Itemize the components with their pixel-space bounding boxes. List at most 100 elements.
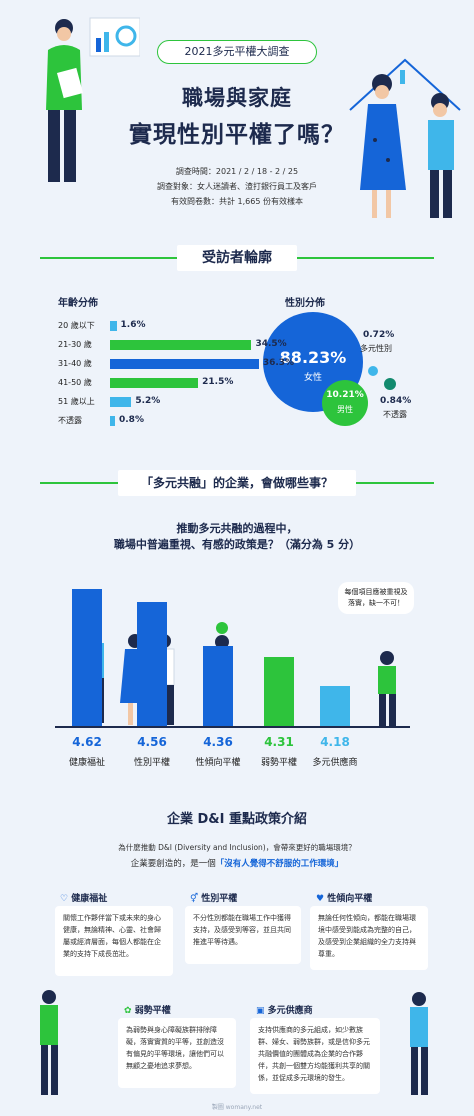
age-category-label: 31-40 歲 — [58, 359, 92, 368]
card-text: 為弱勢與身心障礙族群排除障礙，落實實質的平等，並創造沒有偏見的平等環境，讓他們可… — [126, 1026, 224, 1070]
card-title-gender: ⚥ 性別平權 — [190, 891, 237, 904]
age-category-label: 20 歲以下 — [58, 321, 95, 330]
male-value: 10.21% — [326, 390, 364, 400]
age-row: 51 歲以上 5.2% — [58, 396, 288, 408]
person-figure — [402, 990, 436, 1098]
undisclosed-value: 0.84% — [380, 396, 412, 406]
age-row: 41-50 歲 21.5% — [58, 377, 288, 389]
policy-card-gender: 不分性別都能在職場工作中獲得支持，及感受到等容，並且共同推進平等待遇。 — [185, 906, 301, 964]
card-title-orientation: ♥ 性傾向平權 — [316, 891, 372, 904]
header-figure-right — [340, 40, 470, 225]
heart-icon: ♡ — [60, 894, 69, 904]
card-title-text: 弱勢平權 — [134, 1006, 171, 1016]
policy-card-supplier: 支持供應商的多元組成，如少數族群、婦女、弱勢族群，或是信仰多元共融價值的團體成為… — [250, 1018, 380, 1094]
card-text: 無論任何性傾向，都能在職場環境中感受到能成為完整的自己，及感受到企業組織的全力支… — [318, 914, 416, 958]
policy-chart-baseline — [55, 726, 410, 728]
gender-nonbinary-dot — [368, 366, 378, 376]
survey-badge: 2021多元平權大調查 — [157, 40, 317, 64]
policy-bar — [72, 588, 102, 726]
gender-undisclosed-dot — [384, 378, 396, 390]
female-value: 88.23% — [279, 348, 347, 367]
speech-bubble: 每個項目應被重視及落實，缺一不可！ — [338, 582, 414, 614]
policy-bar-value: 4.56 — [137, 735, 167, 749]
age-bar — [110, 397, 132, 407]
flower-icon: ✿ — [124, 1006, 132, 1016]
policy-bar-value: 4.31 — [264, 735, 294, 749]
age-row: 21-30 歲 34.5% — [58, 339, 288, 351]
age-value-label: 34.5% — [255, 339, 287, 349]
policy-bar-value: 4.62 — [72, 735, 102, 749]
policy-question-line1: 推動多元共融的過程中， — [176, 522, 298, 535]
age-bar — [110, 378, 199, 388]
policy-bar — [320, 686, 350, 726]
survey-target: 調查對象：女人迷讀者、渣打銀行員工及客戶 — [157, 182, 317, 191]
age-value-label: 21.5% — [202, 377, 234, 387]
card-title-text: 性別平權 — [201, 894, 238, 904]
policy-bar-label: 健康福祉 — [68, 758, 105, 768]
policy-card-orientation: 無論任何性傾向，都能在職場環境中感受到能成為完整的自己，及感受到企業組織的全力支… — [310, 906, 428, 970]
age-bar — [110, 359, 259, 369]
gender-male-bubble: 10.21% 男性 — [322, 380, 368, 426]
gender-icon: ⚥ — [190, 894, 199, 904]
policy-bar-value: 4.36 — [203, 735, 233, 749]
profile-heading: 受訪者輪廓 — [177, 245, 297, 271]
policy-bar — [264, 657, 294, 726]
survey-sample: 有效問卷數：共計 1,665 份有效樣本 — [171, 197, 303, 206]
age-row: 20 歲以下 1.6% — [58, 320, 288, 332]
age-value-label: 1.6% — [120, 320, 146, 330]
age-value-label: 36.3% — [262, 358, 295, 368]
gender-chart-title: 性別分佈 — [285, 298, 325, 309]
age-row: 31-40 歲 36.3% — [58, 358, 294, 370]
age-row: 不透露 0.8% — [58, 415, 288, 427]
policy-bar-value: 4.18 — [320, 735, 350, 749]
policy-card-health: 關懷工作夥伴當下或未來的身心健康，無論精神、心靈、社會歸屬或經濟層面，每個人都能… — [55, 906, 173, 976]
policy-bar-label: 弱勢平權 — [260, 758, 297, 768]
card-title-disadvantaged: ✿ 弱勢平權 — [124, 1003, 171, 1016]
age-category-label: 不透露 — [58, 416, 82, 425]
card-title-text: 健康福祉 — [71, 894, 108, 904]
page-title-line2: 實現性別平權了嗎？ — [0, 115, 474, 149]
policy-card-disadvantaged: 為弱勢與身心障礙族群排除障礙，落實實質的平等，並創造沒有偏見的平等環境，讓他們可… — [118, 1018, 236, 1088]
age-bar — [110, 340, 252, 350]
policy-bar-label: 性別平權 — [133, 758, 170, 768]
intro-line2-highlight: 「沒有人覺得不舒服的工作環境」 — [215, 859, 344, 869]
age-category-label: 51 歲以上 — [58, 397, 95, 406]
age-value-label: 5.2% — [135, 396, 161, 406]
page-title-line1: 職場與家庭 — [182, 86, 292, 110]
policy-bar — [203, 646, 233, 726]
age-value-label: 0.8% — [119, 415, 144, 425]
policy-heading: 「多元共融」的企業，會做哪些事？ — [118, 470, 356, 496]
policy-question-line2: 職場中普遍重視、有感的政策是？（滿分為 5 分） — [113, 538, 361, 551]
card-title-text: 性傾向平權 — [327, 894, 373, 904]
intro-heading: 企業 D&I 重點政策介紹 — [166, 812, 308, 827]
female-label: 女性 — [303, 373, 322, 383]
card-title-health: ♡ 健康福祉 — [60, 891, 107, 904]
heart-outline-icon: ♥ — [316, 894, 325, 904]
card-text: 不分性別都能在職場工作中獲得支持，及感受到等容，並且共同推進平等待遇。 — [193, 914, 291, 946]
intro-line2: 企業要創造的，是一個「沒有人覺得不舒服的工作環境」 — [0, 857, 474, 869]
card-title-supplier: ▣ 多元供應商 — [256, 1003, 313, 1016]
undisclosed-label: 不透露 — [383, 410, 407, 419]
building-icon: ▣ — [256, 1006, 265, 1016]
survey-date: 調查時間：2021 / 2 / 18 - 2 / 25 — [175, 167, 299, 176]
card-text: 關懷工作夥伴當下或未來的身心健康，無論精神、心靈、社會歸屬或經濟層面，每個人都能… — [63, 914, 161, 958]
person-figure — [372, 650, 402, 726]
card-text: 支持供應商的多元組成，如少數族群、婦女、弱勢族群，或是信仰多元共融價值的團體成為… — [258, 1026, 370, 1082]
title-line2-text: 實現性別平權了嗎？ — [129, 122, 345, 148]
header-figure-left — [30, 10, 141, 195]
policy-bar-label: 性傾向平權 — [195, 758, 241, 768]
age-category-label: 41-50 歲 — [58, 378, 92, 387]
card-title-text: 多元供應商 — [267, 1006, 313, 1016]
age-chart-title: 年齡分佈 — [58, 298, 98, 309]
person-figure — [32, 988, 66, 1098]
age-category-label: 21-30 歲 — [58, 340, 92, 349]
policy-bar-label: 多元供應商 — [312, 758, 358, 768]
footer-credit: 製圖 womany.net — [211, 1104, 263, 1111]
intro-line2-prefix: 企業要創造的，是一個 — [130, 859, 216, 869]
policy-bar — [137, 602, 167, 726]
male-label: 男性 — [337, 405, 353, 414]
age-bar — [110, 416, 115, 426]
nonbinary-label: 多元性別 — [360, 344, 392, 353]
intro-line1: 為什麼推動 D&I (Diversity and Inclusion)，會帶來更… — [118, 843, 356, 852]
nonbinary-value: 0.72% — [363, 330, 395, 340]
